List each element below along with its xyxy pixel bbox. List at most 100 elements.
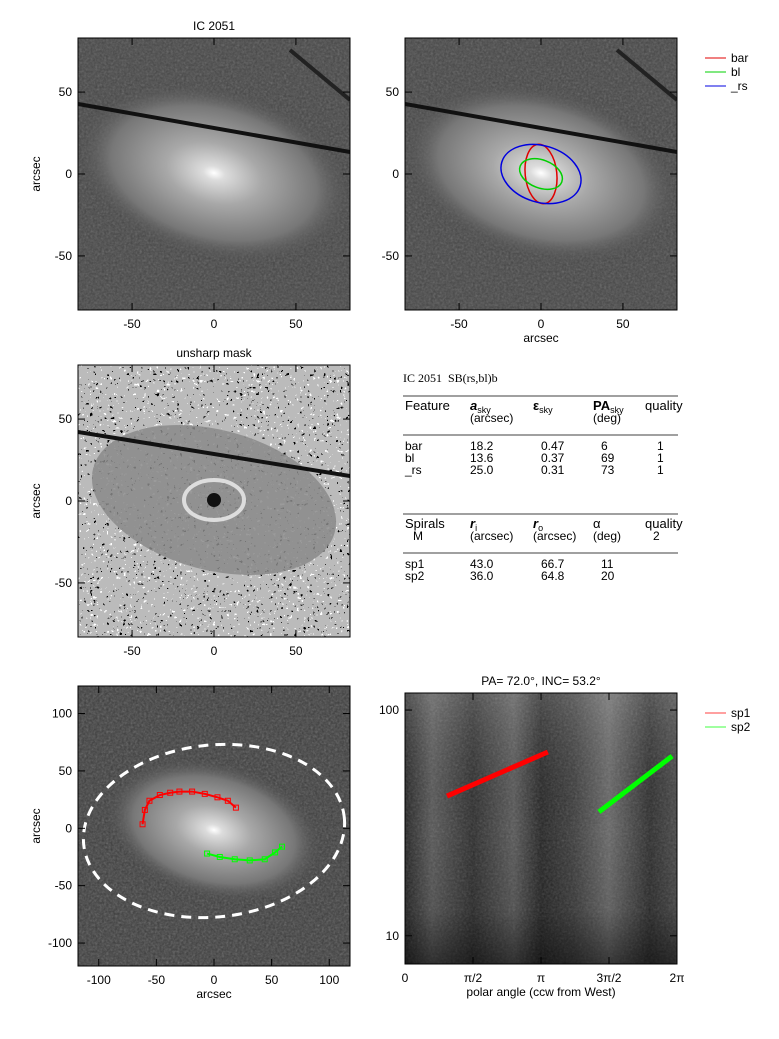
column-label: quality [645, 516, 683, 531]
column-header: Feature [405, 398, 450, 413]
spiral-fit [597, 754, 674, 814]
x-tick-label: 0 [402, 971, 409, 985]
column-header: ro [533, 516, 543, 533]
spiral-point [139, 821, 146, 828]
column-subscript: i [475, 523, 477, 533]
table-cell: 73 [601, 463, 615, 477]
table-cell: 66.7 [541, 557, 565, 571]
column-label: r [470, 516, 476, 531]
column-header: quality [645, 516, 683, 531]
spiral-point [224, 797, 231, 804]
table-cell: 20 [601, 569, 615, 583]
spiral-point [141, 806, 148, 813]
y-tick-label: 50 [59, 85, 73, 99]
column-unit: 2 [653, 529, 660, 543]
table-cell: 13.6 [470, 451, 494, 465]
table-cell: 1 [657, 451, 664, 465]
column-header: quality [645, 398, 683, 413]
y-axis-label: arcsec [29, 156, 43, 191]
table-cell: 0.47 [541, 439, 565, 453]
table-cell: 64.8 [541, 569, 565, 583]
column-header: εsky [533, 398, 553, 415]
y-tick-label: 0 [65, 494, 72, 508]
table-cell: 1 [657, 463, 664, 477]
column-label: quality [645, 398, 683, 413]
galaxy-image [405, 38, 677, 310]
y-tick-label: 50 [59, 412, 73, 426]
table-cell: sp2 [405, 569, 425, 583]
legend-label: bl [731, 65, 740, 79]
x-axis-label: arcsec [523, 331, 558, 345]
table-cell: bl [405, 451, 414, 465]
y-tick-label: -100 [48, 936, 72, 950]
spiral-point [204, 850, 211, 857]
spiral-point [176, 788, 183, 795]
y-tick-label: 10 [386, 929, 400, 943]
spiral-point [201, 790, 208, 797]
spiral-point [272, 849, 279, 856]
spiral-point [216, 853, 223, 860]
panel-title: PA= 72.0°, INC= 53.2° [481, 674, 601, 688]
table-title: IC 2051 SB(rs,bl)b [403, 371, 498, 385]
y-tick-label: 50 [386, 85, 400, 99]
x-tick-label: 50 [265, 973, 279, 987]
x-axis-label: polar angle (ccw from West) [466, 985, 615, 999]
x-axis-label: arcsec [196, 987, 231, 1001]
legend-label: bar [731, 51, 748, 65]
y-tick-label: 50 [59, 764, 73, 778]
spiral-point [146, 797, 153, 804]
x-tick-label: -50 [148, 973, 166, 987]
column-label: ε [533, 398, 539, 413]
y-tick-label: 100 [52, 707, 72, 721]
legend-label: sp2 [731, 720, 751, 734]
legend-label: _rs [730, 79, 748, 93]
column-unit: M [413, 529, 423, 543]
spiral-point [214, 794, 221, 801]
column-label: Feature [405, 398, 450, 413]
x-tick-label: -50 [123, 317, 141, 331]
y-tick-label: -50 [55, 879, 73, 893]
unsharp-image [78, 365, 350, 637]
spiral-point [261, 856, 268, 863]
table-cell: 36.0 [470, 569, 494, 583]
table-cell: 25.0 [470, 463, 494, 477]
table-cell: 0.31 [541, 463, 565, 477]
x-tick-label: 2π [670, 971, 685, 985]
x-tick-label: 50 [289, 317, 303, 331]
x-tick-label: 3π/2 [597, 971, 622, 985]
column-subscript: sky [539, 405, 553, 415]
spiral-trace [141, 790, 237, 825]
x-tick-label: 0 [538, 317, 545, 331]
column-unit: (deg) [593, 411, 621, 425]
column-unit: (arcsec) [470, 411, 513, 425]
galaxy-image [78, 38, 350, 310]
column-subscript: sky [477, 405, 491, 415]
spiral-point [156, 792, 163, 799]
polar-image [405, 693, 677, 964]
y-axis-label: arcsec [29, 483, 43, 518]
legend-label: sp1 [731, 706, 751, 720]
table-cell: 69 [601, 451, 615, 465]
table-cell: _rs [404, 463, 422, 477]
x-tick-label: -50 [450, 317, 468, 331]
x-tick-label: 0 [211, 973, 218, 987]
column-subscript: sky [610, 405, 624, 415]
table-cell: sp1 [405, 557, 425, 571]
column-header: ri [470, 516, 477, 533]
galaxy-image [78, 686, 350, 966]
table-cell: 0.37 [541, 451, 565, 465]
column-header: PAsky [593, 398, 624, 415]
column-header: α [593, 516, 601, 531]
column-header: Spirals [405, 516, 445, 531]
y-tick-label: 0 [392, 167, 399, 181]
table-cell: 11 [601, 557, 614, 571]
feature-ellipse [500, 143, 582, 205]
spiral-point [232, 804, 239, 811]
x-tick-label: π [537, 971, 545, 985]
column-header: asky [470, 398, 491, 415]
y-tick-label: -50 [382, 249, 400, 263]
column-label: α [593, 516, 601, 531]
x-tick-label: 100 [319, 973, 339, 987]
x-tick-label: -50 [123, 644, 141, 658]
